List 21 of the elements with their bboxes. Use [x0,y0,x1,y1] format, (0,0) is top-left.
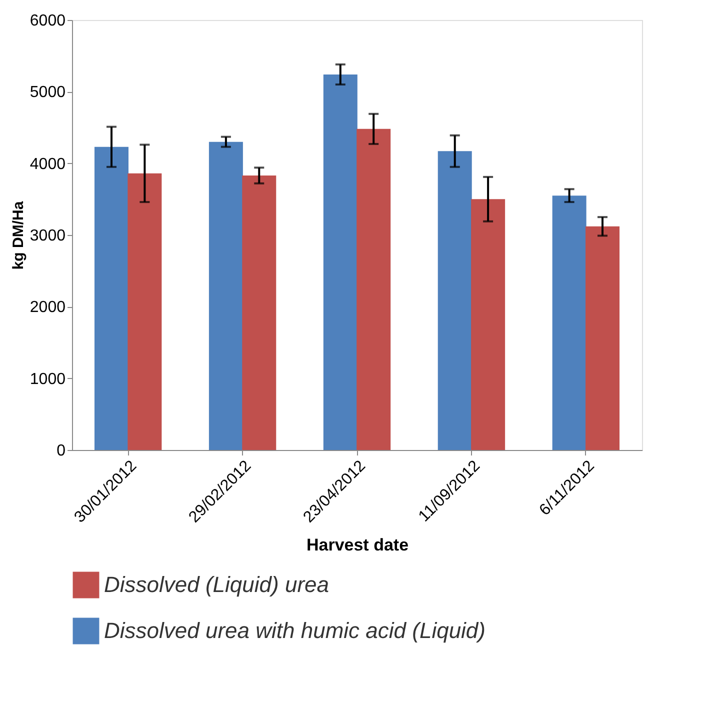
bar [242,176,276,450]
bar [552,196,586,450]
y-tick-label: 3000 [30,228,66,244]
x-axis-title: Harvest date [306,535,409,554]
bar [128,173,162,450]
y-tick-label: 6000 [30,12,66,30]
y-tick-label: 0 [56,442,66,460]
bar [208,142,243,450]
bar [323,74,358,450]
bar [471,199,506,450]
bar [438,151,472,450]
bar [356,128,391,450]
legend-label: Dissolved (Liquid) urea [104,572,329,597]
y-axis-title: kg DM/Ha [10,200,27,270]
bar [94,146,128,450]
y-tick-label: 5000 [30,84,66,102]
bar [586,226,620,450]
y-tick-label: 2000 [30,299,66,316]
y-tick-label: 1000 [30,370,66,388]
y-tick-label: 4000 [30,156,66,173]
legend-label: Dissolved urea with humic acid (Liquid) [104,618,486,643]
